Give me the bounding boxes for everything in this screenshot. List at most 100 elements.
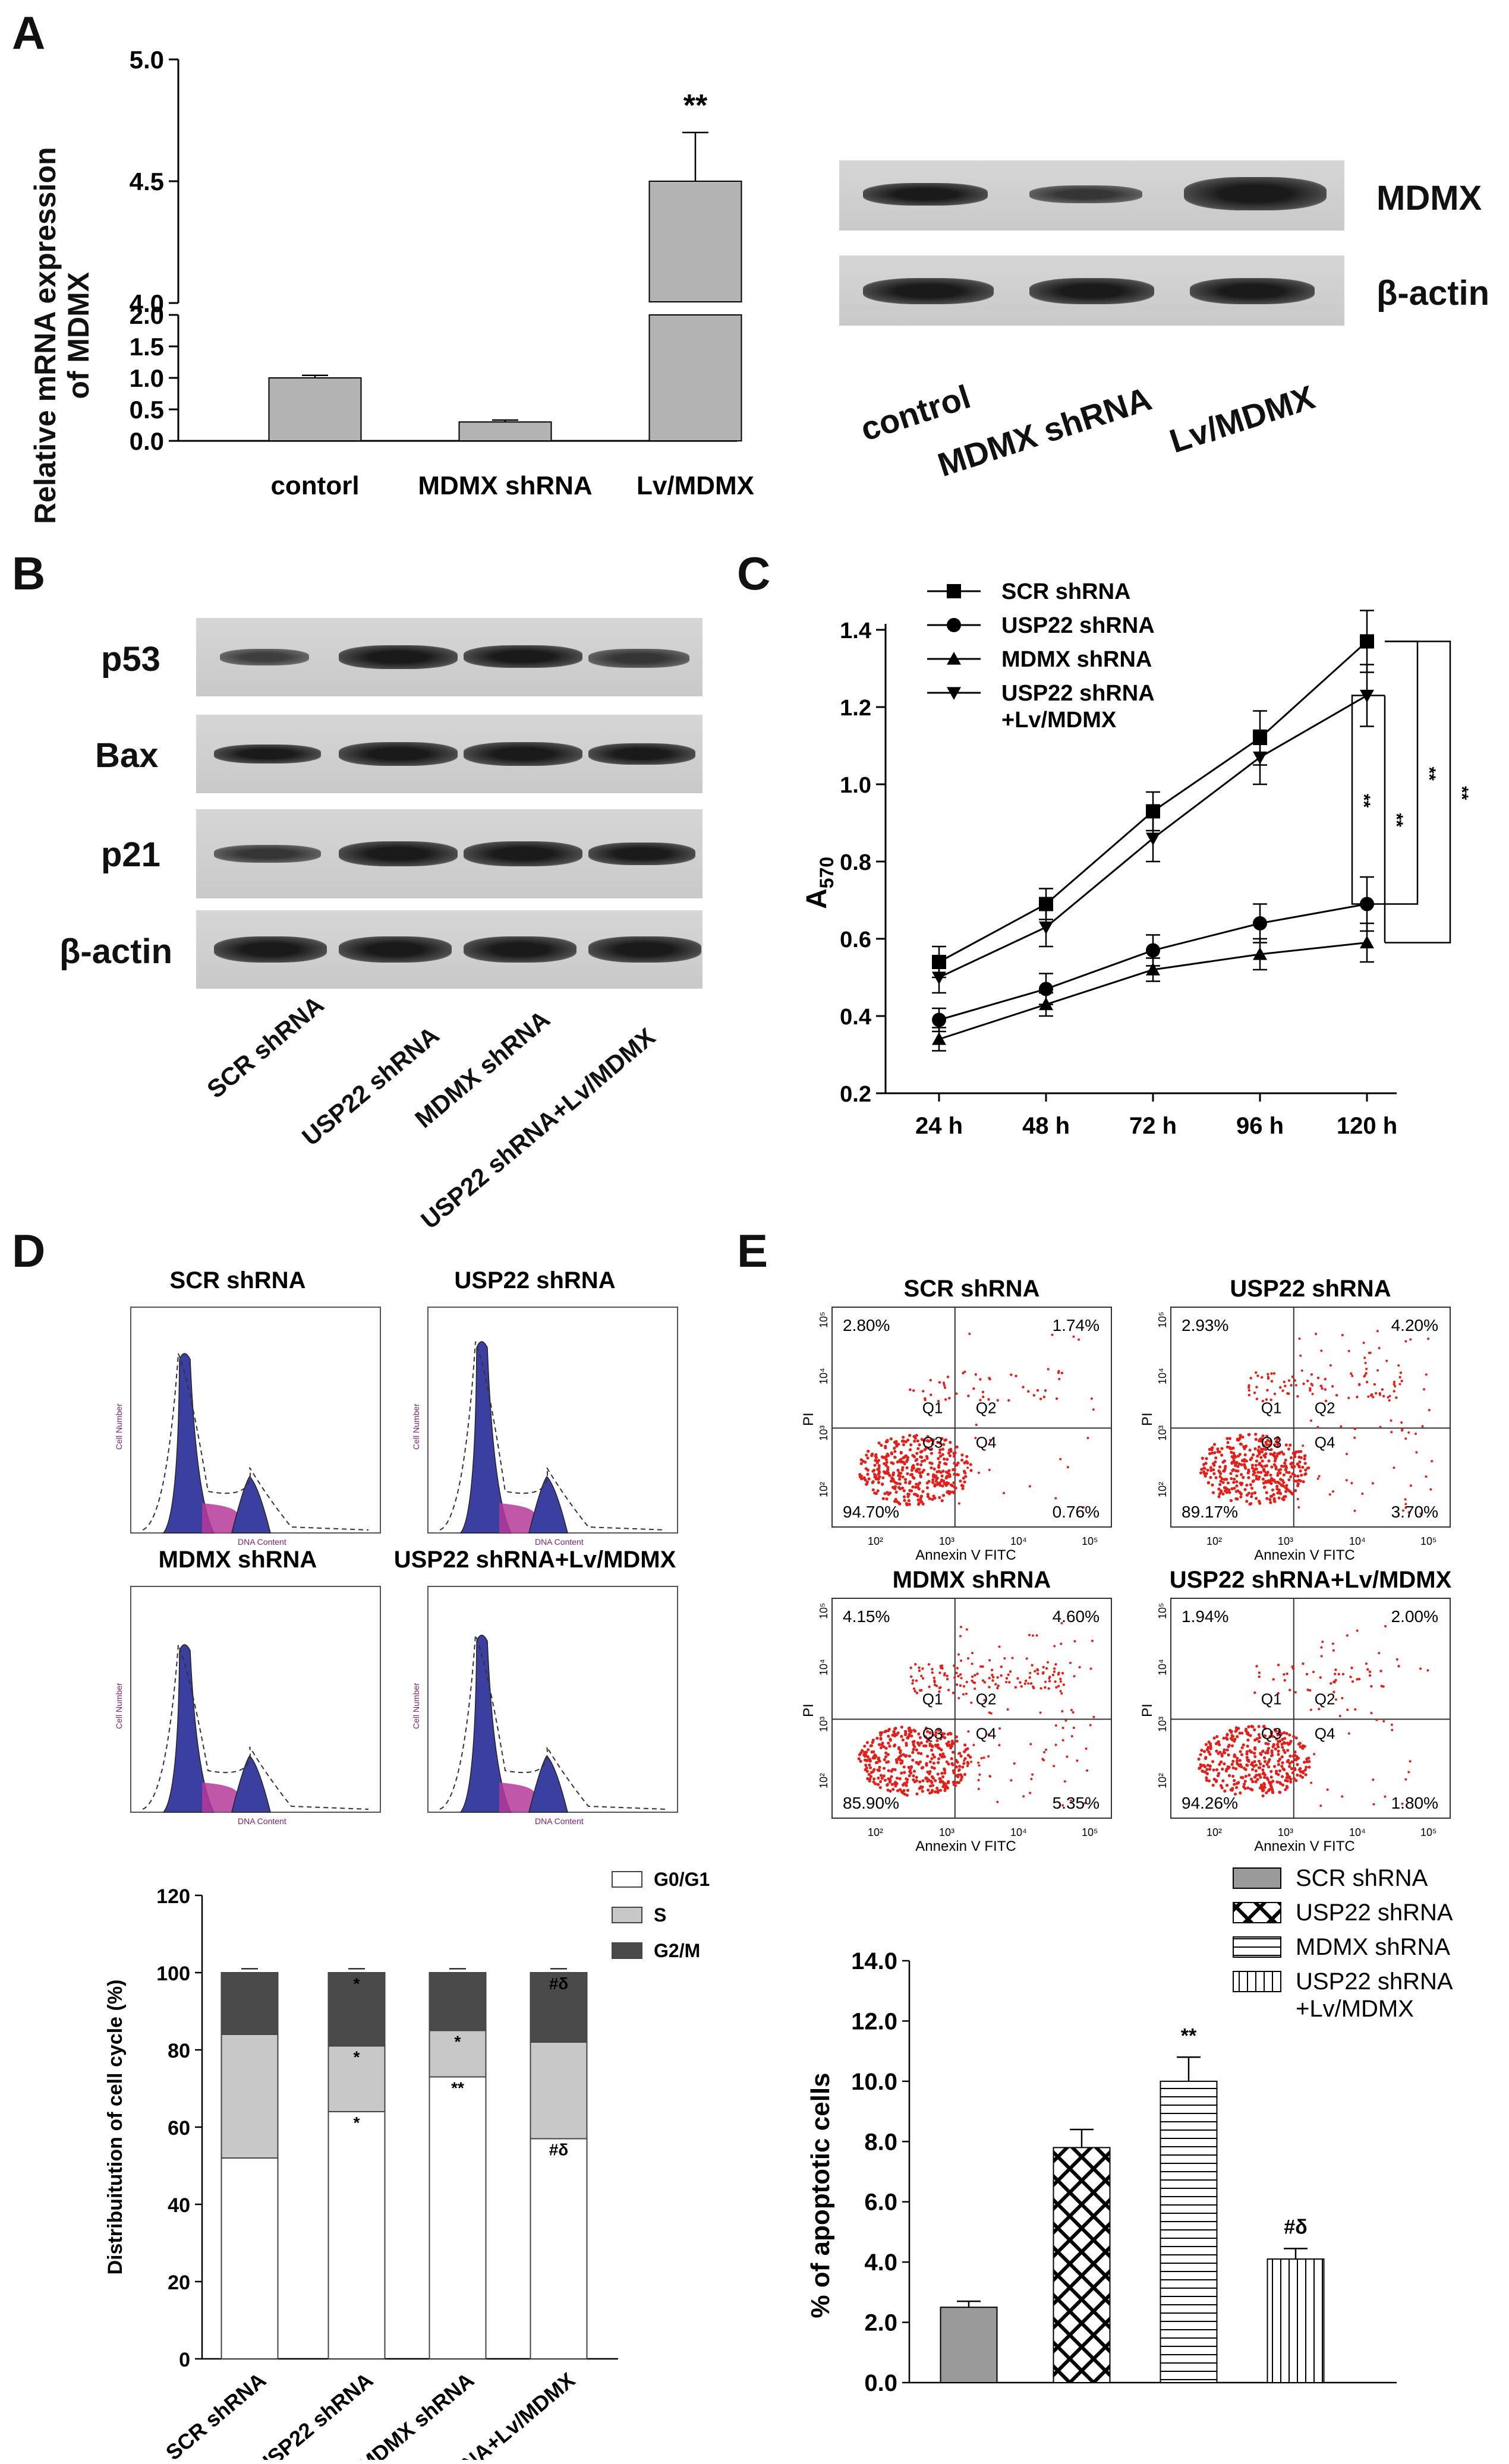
c-marker-triangle-down (1146, 832, 1160, 845)
e-event (1294, 1489, 1297, 1493)
e-event (1230, 1762, 1234, 1766)
e-event (867, 1449, 870, 1453)
e-event (1243, 1780, 1247, 1783)
e-event (964, 1748, 968, 1752)
e-event (1393, 1466, 1395, 1469)
e-quadrant-label: Q3 (922, 1434, 943, 1452)
e-event (961, 1765, 965, 1769)
e-event (972, 1681, 975, 1684)
c-marker-triangle-up (1253, 947, 1267, 960)
e-event (1222, 1736, 1226, 1740)
e-event (939, 1686, 942, 1689)
e-event (942, 1443, 946, 1446)
e-event (1221, 1481, 1225, 1484)
e-event (893, 1450, 897, 1453)
e-event (1247, 1476, 1250, 1479)
e-event (1425, 1475, 1428, 1478)
e-event (1296, 1474, 1300, 1478)
e-event (1089, 1667, 1092, 1670)
a-category-label: Lv/MDMX (637, 471, 754, 500)
e-event (1283, 1380, 1286, 1383)
e-flow-ylabel: PI (801, 1703, 817, 1717)
e-event (966, 1753, 970, 1757)
c-sig-label: ** (1452, 786, 1472, 800)
e-y-tick: 10³ (818, 1717, 830, 1732)
e-event (1324, 1399, 1328, 1403)
e-event (1309, 1708, 1312, 1711)
c-sig-label: ** (1387, 813, 1406, 828)
e-event (1326, 1788, 1329, 1791)
e-event (1268, 1440, 1272, 1443)
e-event (1257, 1725, 1261, 1728)
e-event (935, 1477, 938, 1481)
e-event (1290, 1766, 1294, 1771)
e-event (1283, 1750, 1287, 1755)
e-event (1216, 1447, 1220, 1451)
e-event (1310, 1781, 1313, 1784)
e-event (1197, 1758, 1201, 1761)
d-hist-xlabel: DNA Content (238, 1816, 286, 1826)
e-event (983, 1699, 986, 1702)
e-event (1315, 1333, 1318, 1336)
e-event (930, 1393, 933, 1396)
e-event (871, 1488, 875, 1492)
e-event (940, 1499, 944, 1503)
e-event (921, 1677, 925, 1680)
e-pct-q3: 94.70% (843, 1503, 899, 1521)
e-event (909, 1388, 912, 1392)
e-event (867, 1772, 871, 1777)
c-legend-label: USP22 shRNA (1001, 613, 1155, 638)
e-event (905, 1777, 908, 1781)
e-event (1283, 1679, 1286, 1682)
e-event (1299, 1354, 1302, 1357)
e-flow-title: MDMX shRNA (893, 1567, 1051, 1593)
e-event (875, 1737, 879, 1740)
e-event (1284, 1443, 1288, 1447)
e-event (866, 1472, 870, 1476)
e-event (1415, 1451, 1418, 1454)
e-event (1072, 1335, 1075, 1338)
e-event (939, 1664, 942, 1668)
d-legend-label: G0/G1 (654, 1869, 710, 1890)
e-x-tick: 10³ (1278, 1826, 1293, 1838)
panel-letter-a: A (12, 7, 46, 59)
e-event (904, 1481, 908, 1484)
e-event (1271, 1488, 1275, 1492)
e-event (1270, 1380, 1274, 1383)
panel-letter-b: B (12, 547, 46, 600)
e-event (1060, 1371, 1064, 1374)
d-fit-curve (142, 1353, 369, 1531)
e-event (1300, 1369, 1303, 1372)
e-event (1235, 1484, 1239, 1488)
e-event (1283, 1673, 1286, 1676)
e-event (978, 1764, 981, 1767)
e-event (956, 1761, 959, 1764)
e-event (1011, 1657, 1014, 1660)
e-event (1005, 1677, 1009, 1680)
e-event (1303, 1462, 1307, 1465)
e-event (865, 1453, 868, 1457)
e-event (1246, 1786, 1250, 1790)
e-event (1294, 1479, 1298, 1483)
e-event (897, 1747, 900, 1750)
e-event (1306, 1380, 1309, 1383)
e-event (1390, 1419, 1393, 1422)
e-event (912, 1389, 915, 1392)
e-event (1276, 1472, 1280, 1475)
e-event (877, 1756, 881, 1760)
e-event (1259, 1775, 1262, 1779)
e-event (928, 1736, 932, 1740)
e-event (1218, 1472, 1223, 1475)
d-fit-curve (439, 1341, 666, 1531)
e-event (910, 1734, 913, 1738)
e-event (938, 1455, 943, 1458)
e-event (1236, 1497, 1239, 1501)
e-event (1276, 1733, 1280, 1737)
e-event (879, 1746, 883, 1750)
e-event (1310, 1373, 1313, 1376)
e-event (1262, 1468, 1266, 1471)
e-event (1332, 1690, 1335, 1693)
e-event (1271, 1734, 1275, 1738)
d-tick-label: 80 (168, 2040, 190, 2062)
e-event (870, 1750, 874, 1754)
